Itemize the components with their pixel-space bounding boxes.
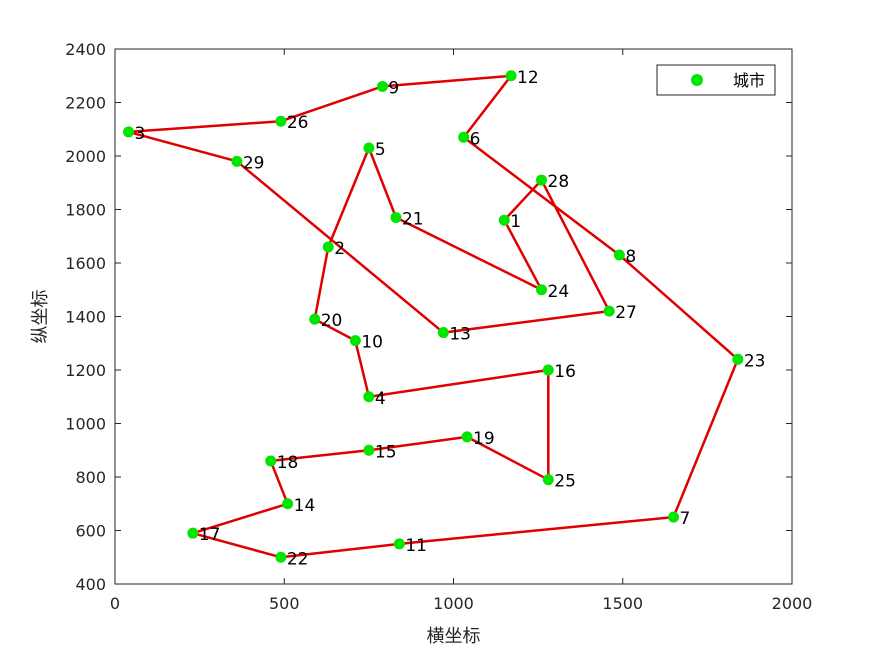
city-label: 15: [375, 442, 397, 462]
y-tick-label: 2200: [65, 94, 106, 113]
city-label: 26: [287, 113, 309, 133]
city-label: 7: [680, 509, 691, 529]
city-point: [613, 249, 625, 261]
route-line: [128, 74, 740, 559]
city-point: [123, 126, 135, 138]
city-point: [322, 241, 334, 253]
y-tick-label: 2400: [65, 40, 106, 59]
point-labels-layer: 1234567891011121314151617181920212223242…: [135, 68, 766, 570]
city-label: 10: [361, 333, 383, 353]
city-point: [349, 335, 361, 347]
city-point: [275, 115, 287, 127]
city-label: 3: [135, 124, 146, 144]
y-axis-label: 纵坐标: [30, 290, 51, 344]
plot-frame: [114, 48, 793, 585]
city-label: 11: [405, 536, 427, 556]
city-point: [603, 305, 615, 317]
legend-box: [656, 64, 776, 96]
city-point: [458, 131, 470, 143]
legend: 城市: [656, 64, 776, 96]
city-label: 28: [548, 172, 570, 192]
city-label: 1: [510, 212, 521, 232]
city-point: [363, 444, 375, 456]
x-tick-label: 1500: [602, 594, 643, 613]
city-label: 29: [243, 153, 265, 173]
y-tick-label: 600: [75, 522, 106, 541]
x-axis-label: 横坐标: [427, 626, 481, 647]
route-layer: [128, 74, 740, 559]
city-label: 25: [554, 472, 576, 492]
city-point: [536, 284, 548, 296]
city-point: [309, 313, 321, 325]
city-label: 22: [287, 549, 309, 569]
points-layer: [123, 70, 744, 563]
city-label: 19: [473, 429, 495, 449]
city-label: 21: [402, 210, 424, 230]
city-label: 12: [517, 68, 539, 88]
city-point: [393, 538, 405, 550]
city-point: [363, 391, 375, 403]
y-tick-label: 1800: [65, 201, 106, 220]
city-label: 6: [470, 129, 481, 149]
city-label: 2: [334, 239, 345, 259]
y-tick-label: 2000: [65, 147, 106, 166]
legend-marker: [691, 74, 703, 86]
city-point: [187, 527, 199, 539]
x-tick-label: 1000: [433, 594, 474, 613]
city-point: [668, 511, 680, 523]
x-tick-label: 0: [110, 594, 120, 613]
city-point: [542, 474, 554, 486]
legend-label: 城市: [733, 71, 765, 90]
x-tick-label: 2000: [772, 594, 813, 613]
city-label: 8: [625, 247, 636, 267]
city-label: 5: [375, 140, 386, 160]
y-tick-label: 1000: [65, 415, 106, 434]
city-point: [437, 327, 449, 339]
y-tick-label: 1400: [65, 308, 106, 327]
city-label: 17: [199, 525, 221, 545]
city-point: [376, 80, 388, 92]
city-point: [461, 431, 473, 443]
city-label: 4: [375, 389, 386, 409]
city-point: [505, 70, 517, 82]
city-label: 14: [294, 496, 316, 516]
city-label: 16: [554, 362, 576, 382]
y-tick-label: 400: [75, 575, 106, 594]
city-point: [265, 455, 277, 467]
city-label: 24: [548, 282, 570, 302]
city-label: 13: [449, 325, 471, 345]
city-point: [536, 174, 548, 186]
x-tick-label: 500: [269, 594, 300, 613]
city-label: 20: [321, 311, 343, 331]
city-point: [275, 551, 287, 563]
city-point: [390, 212, 402, 224]
y-tick-label: 1600: [65, 254, 106, 273]
city-label: 23: [744, 351, 766, 371]
plot-area: [115, 49, 792, 584]
city-label: 9: [388, 78, 399, 98]
city-point: [498, 214, 510, 226]
y-tick-label: 1200: [65, 361, 106, 380]
city-point: [363, 142, 375, 154]
city-label: 27: [615, 303, 637, 323]
city-point: [732, 353, 744, 365]
y-tick-label: 800: [75, 468, 106, 487]
city-point: [231, 155, 243, 167]
city-label: 18: [277, 453, 299, 473]
city-point: [282, 498, 294, 510]
city-point: [542, 364, 554, 376]
axis-ticks: 0 500 1000 1500 2000 400 600 800 1000 1200 1400 160…: [65, 40, 812, 613]
